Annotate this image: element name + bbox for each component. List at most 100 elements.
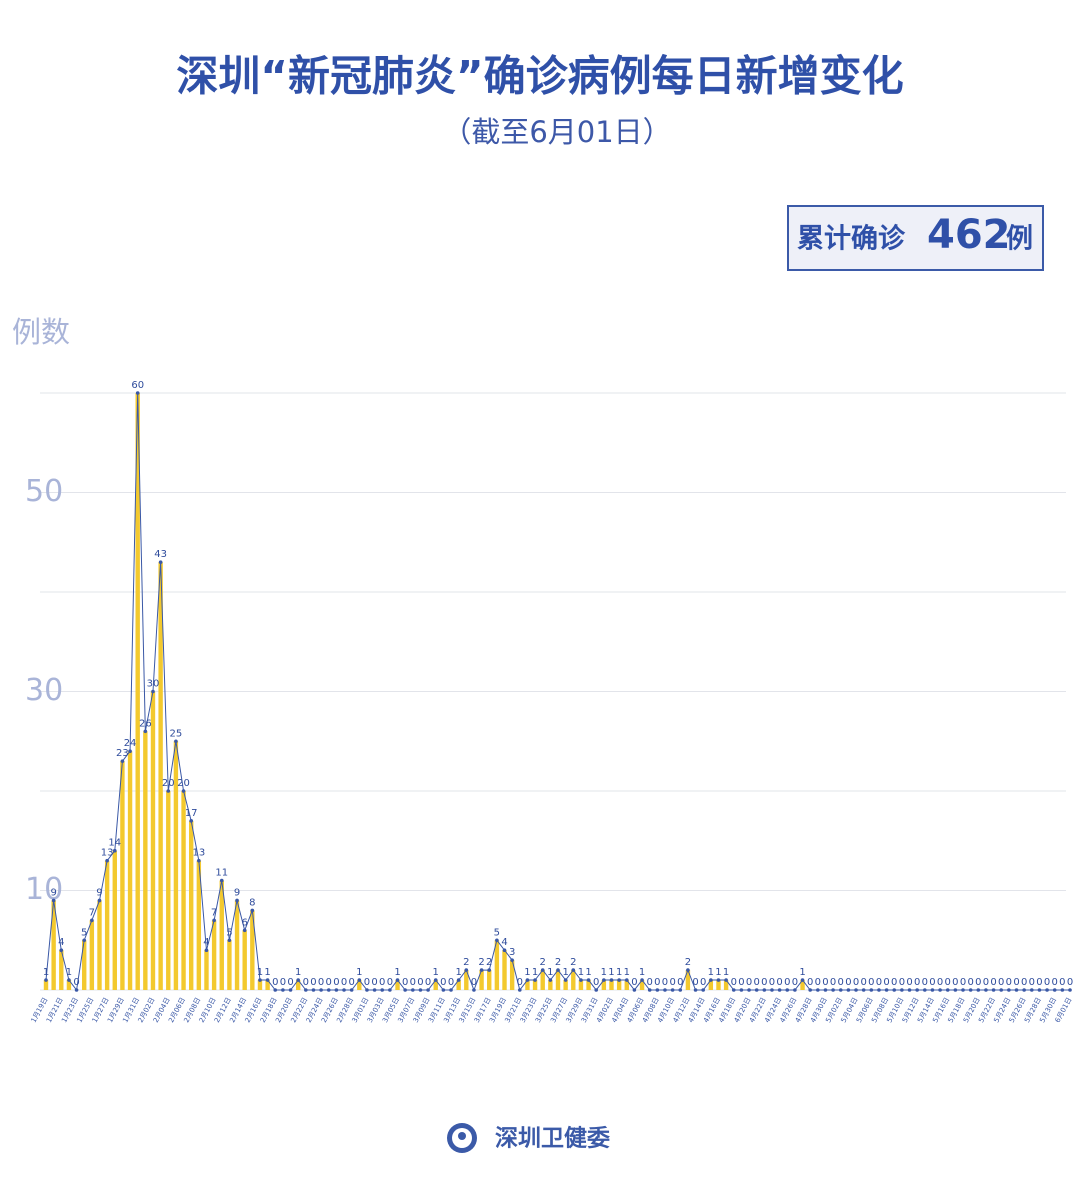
data-label: 0 — [815, 977, 821, 988]
point — [724, 978, 728, 982]
point — [701, 988, 705, 992]
data-label: 0 — [593, 977, 599, 988]
data-label: 4 — [203, 937, 209, 948]
point — [403, 988, 407, 992]
total-box — [787, 205, 1044, 271]
point — [112, 848, 117, 853]
bar — [265, 980, 270, 990]
data-label: 1 — [264, 967, 270, 978]
point — [296, 978, 300, 982]
point — [311, 988, 316, 992]
bar — [104, 860, 110, 990]
bar — [395, 980, 400, 990]
point — [380, 988, 385, 992]
point — [961, 988, 965, 992]
data-label: 0 — [410, 977, 416, 988]
data-label: 30 — [147, 679, 160, 690]
bar — [196, 860, 202, 990]
data-label: 0 — [838, 977, 844, 988]
data-label: 0 — [937, 977, 943, 988]
bar — [540, 970, 545, 990]
point — [212, 918, 216, 923]
bar — [158, 562, 163, 990]
data-label: 0 — [975, 977, 981, 988]
data-label: 1 — [394, 967, 400, 978]
y-tick-label: 10 — [25, 872, 63, 907]
point — [770, 988, 774, 992]
point — [823, 988, 828, 992]
point — [128, 749, 132, 753]
data-label: 0 — [983, 977, 989, 988]
point — [1045, 988, 1049, 992]
data-label: 6 — [241, 917, 247, 928]
bar — [257, 980, 263, 990]
data-label: 9 — [50, 887, 56, 898]
point — [97, 898, 102, 903]
point — [151, 689, 155, 694]
data-label: 1 — [585, 967, 591, 978]
data-label: 26 — [139, 718, 152, 729]
bar — [181, 791, 186, 990]
data-label: 0 — [731, 977, 737, 988]
bar — [219, 880, 224, 990]
data-label: 0 — [272, 977, 278, 988]
data-label: 3 — [509, 947, 515, 958]
bar — [464, 970, 469, 990]
point — [433, 978, 438, 982]
point — [991, 988, 996, 992]
point — [281, 988, 285, 992]
point — [968, 988, 973, 992]
data-label: 0 — [371, 977, 377, 988]
point — [877, 988, 881, 992]
data-label: 0 — [692, 977, 698, 988]
total-value: 462 — [927, 212, 1011, 258]
point — [158, 560, 163, 564]
point — [617, 978, 621, 982]
data-label: 1 — [799, 967, 805, 978]
point — [105, 858, 109, 863]
data-label: 2 — [555, 957, 561, 968]
bar — [708, 980, 714, 990]
bar — [89, 920, 95, 990]
data-label: 0 — [1029, 977, 1035, 988]
data-label: 2 — [685, 957, 691, 968]
data-label: 1 — [715, 967, 721, 978]
point — [120, 759, 125, 763]
point — [686, 968, 690, 972]
point — [74, 988, 79, 992]
data-label: 0 — [364, 977, 370, 988]
bar — [502, 950, 507, 990]
point — [357, 978, 362, 982]
point — [304, 988, 308, 992]
point — [143, 729, 148, 734]
data-label: 0 — [1059, 977, 1065, 988]
point — [571, 968, 576, 972]
bar — [242, 930, 247, 990]
data-label: 43 — [154, 549, 167, 560]
data-label: 0 — [899, 977, 905, 988]
data-label: 7 — [211, 907, 217, 918]
point — [915, 988, 919, 992]
point — [808, 988, 812, 992]
point — [288, 988, 293, 992]
data-label: 0 — [417, 977, 423, 988]
data-label: 0 — [922, 977, 928, 988]
bar — [188, 820, 194, 990]
point — [678, 988, 683, 992]
data-label: 1 — [624, 967, 630, 978]
bar — [250, 910, 255, 990]
point — [273, 988, 278, 992]
data-label: 1 — [356, 967, 362, 978]
point — [632, 988, 637, 992]
data-label: 0 — [990, 977, 996, 988]
data-label: 5 — [226, 927, 232, 938]
point — [777, 988, 782, 992]
data-label: 0 — [647, 977, 653, 988]
bar — [357, 980, 362, 990]
data-label: 1 — [601, 967, 607, 978]
point — [647, 988, 652, 992]
data-label: 1 — [708, 967, 714, 978]
point — [716, 978, 721, 982]
point — [816, 988, 820, 992]
